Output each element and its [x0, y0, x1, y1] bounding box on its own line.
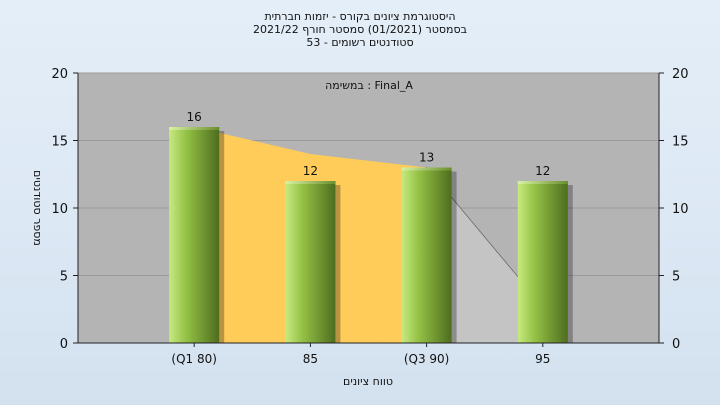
- chart-title: היסטוגרמת ציונים בקורס - יזמות חברתית בס…: [0, 10, 720, 49]
- bar: [401, 167, 452, 343]
- y-axis-label: מספר סטודנטים: [31, 170, 44, 246]
- bar-value-label: 12: [535, 164, 550, 178]
- y-tick-label-right: 5: [672, 270, 680, 285]
- x-tick-label: 85: [303, 352, 318, 366]
- x-tick-label: 95: [535, 352, 550, 366]
- bar: [285, 181, 336, 343]
- bar-value-label: 16: [187, 110, 202, 124]
- title-line-2: בסמסטר (01/2021) סמסטר חורף 2021/22: [253, 23, 467, 36]
- bar-top: [401, 167, 452, 171]
- y-tick-label-left: 20: [51, 67, 68, 82]
- bar-top: [285, 181, 336, 184]
- bar: [169, 127, 220, 343]
- y-tick-label-right: 20: [672, 67, 689, 82]
- bars: 16 12 13 12: [169, 110, 573, 343]
- bar: [517, 181, 568, 343]
- bar-value-label: 12: [303, 164, 318, 178]
- bar-top: [169, 127, 220, 130]
- bar-top: [517, 181, 568, 184]
- y-tick-label-left: 0: [60, 337, 68, 352]
- x-axis-label: טווח ציונים: [343, 375, 393, 388]
- title-line-1: היסטוגרמת ציונים בקורס - יזמות חברתית: [264, 10, 456, 23]
- y-tick-label-left: 10: [51, 202, 68, 217]
- y-tick-label-left: 15: [51, 135, 68, 150]
- y-tick-label-right: 15: [672, 135, 689, 150]
- bar-value-label: 13: [419, 151, 434, 165]
- y-tick-label-right: 10: [672, 202, 689, 217]
- task-annotation: במשימה : Final_A: [325, 79, 413, 92]
- title-line-3: סטודנטים רשומים - 53: [306, 36, 414, 49]
- y-tick-label-left: 5: [60, 270, 68, 285]
- x-tick-label: (Q1 80): [171, 352, 217, 366]
- axes: 0 0 5 5 10 10 15 15 20 20 (Q1 80) 85 (Q3 90) 95: [51, 67, 688, 366]
- y-tick-label-right: 0: [672, 337, 680, 352]
- x-tick-label: (Q3 90): [404, 352, 450, 366]
